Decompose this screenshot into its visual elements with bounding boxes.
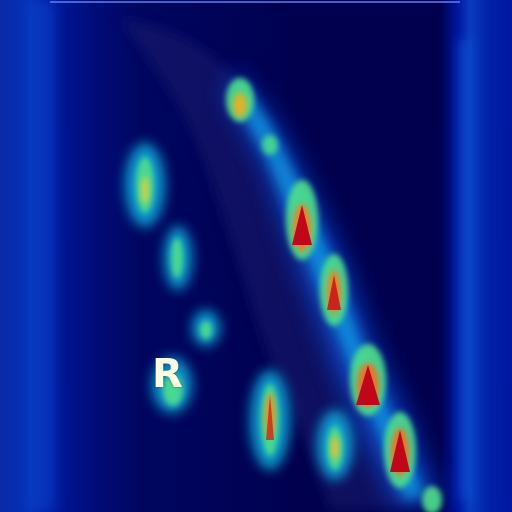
green-4 xyxy=(163,374,183,406)
green-3 xyxy=(200,321,212,339)
peak-5 xyxy=(266,395,274,440)
hot-1 xyxy=(233,93,247,117)
peak-3 xyxy=(356,365,380,405)
green-8 xyxy=(262,135,278,155)
orientation-marker-r: R xyxy=(152,351,183,397)
peak-2 xyxy=(327,275,341,310)
green-2 xyxy=(171,238,183,278)
green-13 xyxy=(422,486,442,512)
right-edge-glow xyxy=(458,40,472,500)
peak-1 xyxy=(292,205,312,245)
left-edge-glow xyxy=(28,0,56,512)
hot-7 xyxy=(331,436,339,460)
peak-4 xyxy=(390,430,410,472)
hot-left-1 xyxy=(141,176,149,204)
